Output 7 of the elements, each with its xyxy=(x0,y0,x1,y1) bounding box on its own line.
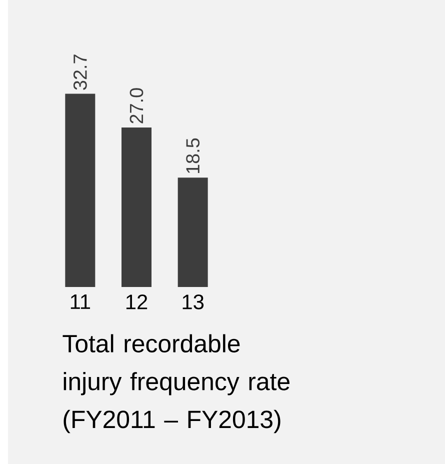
text: Total recordable injury frequency rate (FY2011 – FY2013) xyxy=(62,334,290,434)
data-label: 32.7 xyxy=(73,54,87,90)
x-tick-label: 11 xyxy=(70,294,90,309)
data-label: 27.0 xyxy=(130,88,144,124)
data-label: 18.5 xyxy=(186,138,200,174)
x-tick-label: 13 xyxy=(182,294,204,310)
x-tick-label: 12 xyxy=(126,294,148,310)
